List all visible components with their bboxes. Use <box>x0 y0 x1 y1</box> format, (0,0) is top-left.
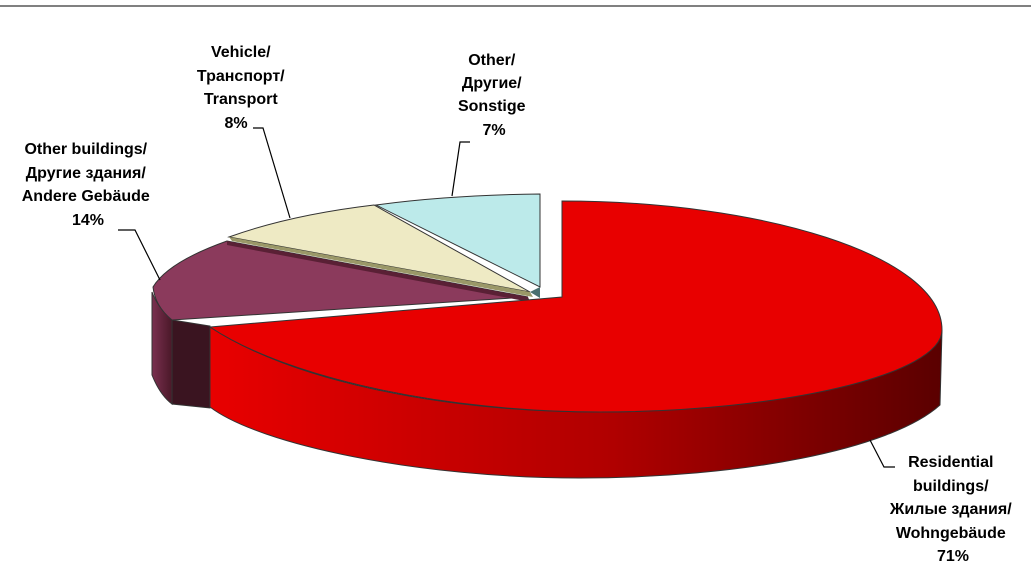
label-other-buildings-percent: 14% <box>72 212 104 229</box>
label-vehicle-line-3: Transport <box>204 91 278 108</box>
slice-residential-top <box>208 200 943 413</box>
label-residential-line-1: Residential <box>908 454 993 471</box>
leader-line-residential <box>869 439 895 468</box>
label-residential-line-3: Жилые здания/ <box>889 501 1012 518</box>
label-other: Other/ Другие/ Sonstige 7% <box>458 52 530 139</box>
label-other-line-2: Другие/ <box>462 75 522 92</box>
label-vehicle-line-1: Vehicle/ <box>211 44 271 61</box>
leader-line-vehicle <box>253 127 291 219</box>
slice-vehicle-top <box>227 204 531 293</box>
slice-vehicle-sliver <box>229 237 533 297</box>
slice-other-buildings-cut <box>171 319 211 409</box>
slice-other-buildings-top <box>152 240 529 321</box>
slice-other <box>374 193 541 298</box>
label-vehicle: Vehicle/ Транспорт/ Transport 8% <box>197 44 289 132</box>
label-other-line-3: Sonstige <box>458 98 526 115</box>
leader-line-other-buildings <box>118 229 161 281</box>
label-vehicle-line-2: Транспорт/ <box>197 68 285 85</box>
label-other-percent: 7% <box>482 122 505 139</box>
label-other-buildings: Other buildings/ Другие здания/ Andere G… <box>22 141 154 229</box>
slice-other-buildings-sliver <box>227 241 530 302</box>
label-other-buildings-line-1: Other buildings/ <box>24 141 147 158</box>
label-vehicle-percent: 8% <box>224 115 247 132</box>
label-other-buildings-line-3: Andere Gebäude <box>22 188 150 205</box>
slice-other-top <box>374 193 541 288</box>
label-other-buildings-line-2: Другие здания/ <box>26 165 147 182</box>
label-residential-line-2: buildings/ <box>913 478 989 495</box>
leader-line-other <box>451 141 470 197</box>
slice-other-sliver <box>530 287 540 298</box>
label-residential-percent: 71% <box>937 548 969 565</box>
slice-other-buildings <box>151 240 530 409</box>
slice-vehicle <box>227 204 533 297</box>
slice-residential <box>208 200 943 479</box>
label-other-line-1: Other/ <box>468 52 516 69</box>
label-residential: Residential buildings/ Жилые здания/ Woh… <box>889 454 1016 565</box>
label-residential-line-4: Wohngebäude <box>896 525 1006 542</box>
